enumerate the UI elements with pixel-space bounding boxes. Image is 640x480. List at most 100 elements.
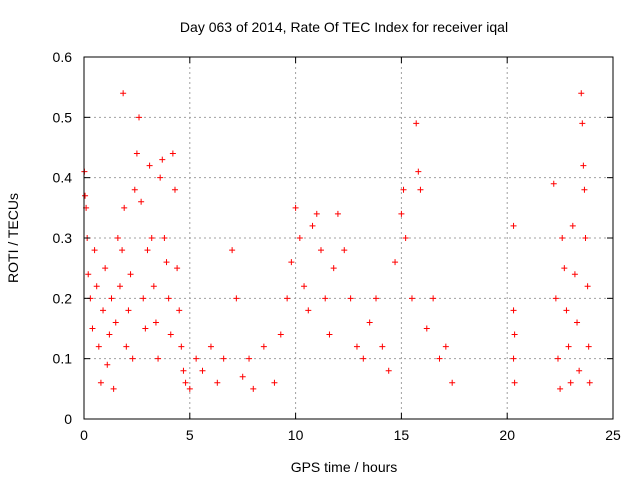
y-tick-label: 0.6 <box>53 49 73 65</box>
data-point <box>317 247 324 254</box>
data-point <box>116 283 123 290</box>
data-point <box>178 343 185 350</box>
y-tick-label: 0 <box>64 411 72 427</box>
data-point <box>129 355 136 362</box>
data-point <box>579 120 586 127</box>
y-axis-label: ROTI / TECUs <box>5 193 21 283</box>
data-point <box>552 295 559 302</box>
data-point <box>136 114 143 121</box>
data-point <box>110 385 117 392</box>
data-point <box>150 283 157 290</box>
data-point <box>250 385 257 392</box>
data-point <box>163 259 170 266</box>
data-point <box>155 355 162 362</box>
data-point <box>214 379 221 386</box>
data-point <box>148 235 155 241</box>
x-tick-label: 5 <box>186 427 194 443</box>
data-point <box>353 343 360 350</box>
data-point <box>392 259 399 266</box>
data-point <box>301 283 308 290</box>
data-point <box>140 295 147 302</box>
data-point <box>385 367 392 374</box>
data-point <box>569 222 576 229</box>
chart-title: Day 063 of 2014, Rate Of TEC Index for r… <box>180 19 508 35</box>
data-point <box>207 343 214 350</box>
data-point <box>112 319 119 326</box>
data-point <box>106 331 113 338</box>
data-point <box>157 174 164 181</box>
data-point <box>415 168 422 175</box>
data-point <box>100 307 107 314</box>
y-tick-label: 0.1 <box>53 351 73 367</box>
data-point <box>284 295 291 302</box>
data-point <box>511 379 518 386</box>
data-point <box>554 355 561 362</box>
x-axis-label: GPS time / hours <box>291 459 398 475</box>
data-point <box>174 265 181 272</box>
data-point <box>574 319 581 326</box>
data-point <box>186 385 193 392</box>
grid-lines <box>84 57 613 419</box>
data-point <box>309 222 316 229</box>
data-point <box>246 355 253 362</box>
data-point <box>565 343 572 350</box>
data-point <box>330 265 337 272</box>
data-point <box>550 180 557 187</box>
data-point <box>586 379 593 386</box>
x-tick-label: 15 <box>394 427 410 443</box>
data-point <box>133 150 140 157</box>
data-point <box>423 325 430 332</box>
y-tick-label: 0.2 <box>53 290 73 306</box>
data-point <box>167 331 174 338</box>
data-point <box>91 247 98 254</box>
data-point <box>277 331 284 338</box>
data-point <box>313 210 320 217</box>
data-point <box>220 355 227 362</box>
data-point <box>296 235 303 241</box>
data-point <box>161 235 168 241</box>
data-point <box>578 90 585 97</box>
data-point <box>239 373 246 380</box>
data-point <box>442 343 449 350</box>
data-point <box>581 186 588 193</box>
data-point <box>104 361 111 368</box>
y-tick-label: 0.3 <box>53 230 73 246</box>
x-tick-label: 10 <box>288 427 304 443</box>
x-tick-label: 25 <box>605 427 621 443</box>
data-point <box>561 265 568 272</box>
data-point <box>510 355 517 362</box>
data-point <box>93 283 100 290</box>
data-points <box>81 90 593 392</box>
data-point <box>436 355 443 362</box>
data-point <box>180 367 187 374</box>
data-point <box>182 379 189 386</box>
data-point <box>417 186 424 193</box>
data-point <box>580 162 587 169</box>
data-point <box>144 247 151 254</box>
data-point <box>95 343 102 350</box>
data-point <box>322 295 329 302</box>
data-point <box>585 343 592 350</box>
data-point <box>408 295 415 302</box>
data-point <box>102 265 109 272</box>
data-point <box>511 331 518 338</box>
data-point <box>449 379 456 386</box>
y-tick-label: 0.4 <box>53 170 73 186</box>
data-point <box>152 319 159 326</box>
data-point <box>114 235 121 241</box>
x-tick-label: 20 <box>499 427 515 443</box>
data-point <box>108 295 115 302</box>
data-point <box>576 367 583 374</box>
data-point <box>379 343 386 350</box>
data-point <box>400 186 407 193</box>
data-point <box>398 210 405 217</box>
data-point <box>89 325 96 332</box>
data-point <box>131 186 138 193</box>
data-point <box>193 355 200 362</box>
data-point <box>142 325 149 332</box>
data-point <box>366 319 373 326</box>
data-point <box>341 247 348 254</box>
data-point <box>582 235 589 241</box>
data-point <box>176 307 183 314</box>
